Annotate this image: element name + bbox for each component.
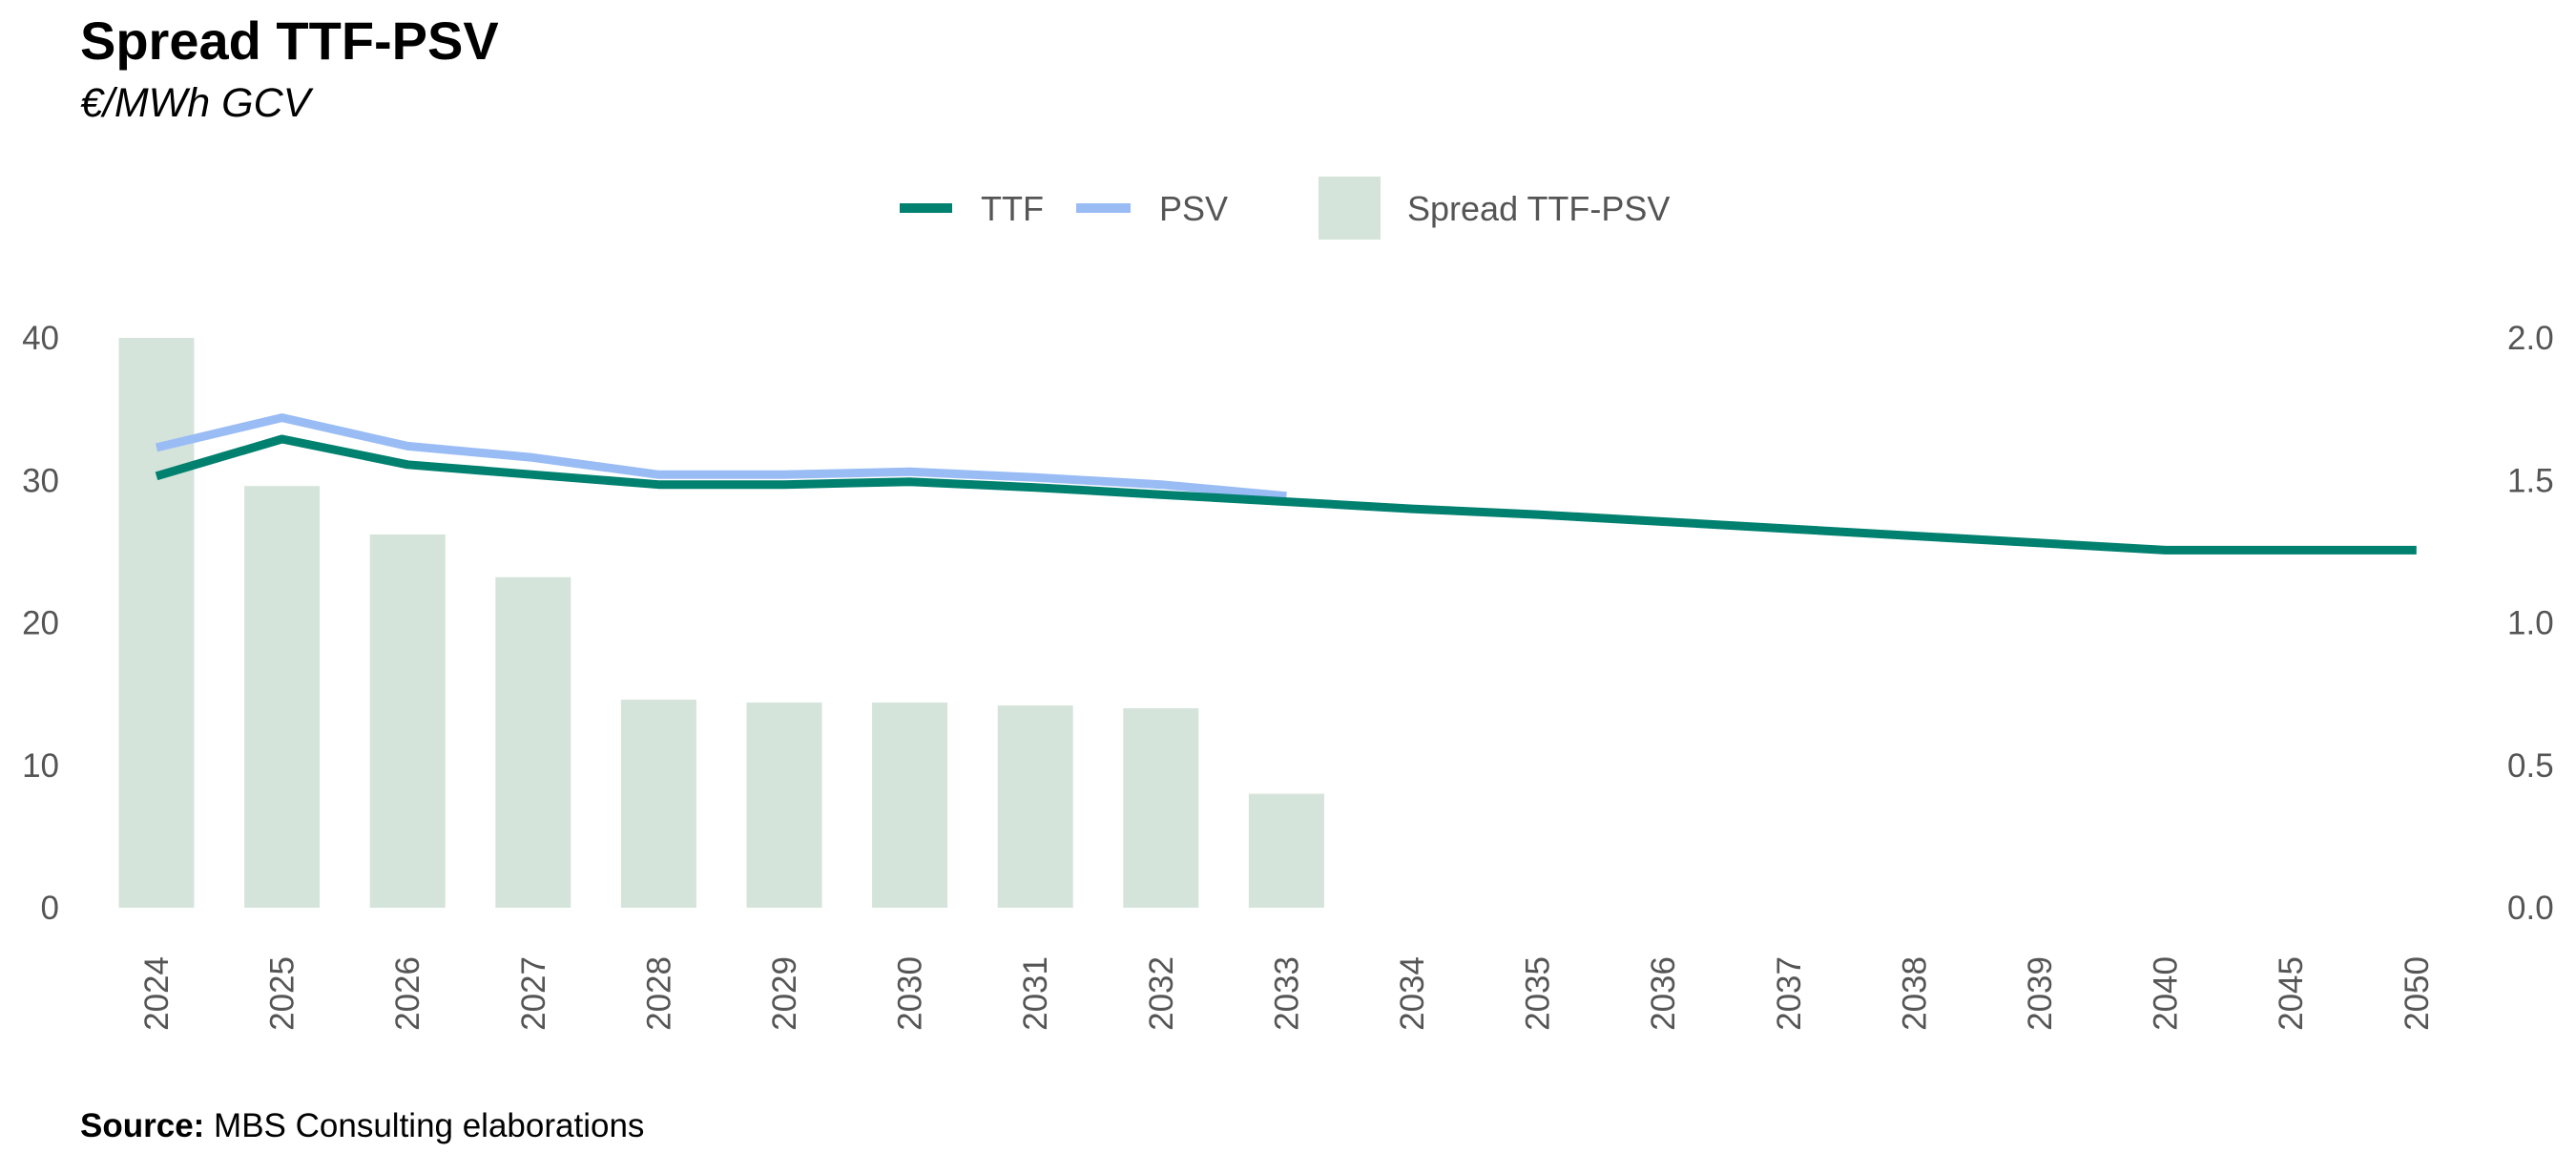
source-text: MBS Consulting elaborations (214, 1107, 645, 1144)
x-tick-label: 2028 (640, 956, 677, 1031)
source-note: Source: MBS Consulting elaborations (80, 1107, 644, 1145)
y-left-tick-label: 10 (22, 747, 59, 785)
spread-bar-2027 (495, 577, 571, 908)
y-right-tick-label: 0.5 (2507, 747, 2554, 785)
legend: TTF PSV Spread TTF-PSV (900, 177, 1670, 240)
legend-spread-swatch[interactable] (1319, 177, 1381, 240)
x-tick-label: 2032 (1143, 956, 1180, 1031)
x-tick-label: 2026 (389, 956, 426, 1031)
spread-bar-2031 (997, 705, 1073, 908)
psv-line (155, 413, 1287, 501)
x-tick-label: 2038 (1896, 956, 1933, 1031)
x-tick-label: 2039 (2022, 956, 2059, 1031)
y-axis-right: 0.0 0.5 1.0 1.5 2.0 (2507, 320, 2554, 927)
x-tick-label: 2031 (1017, 956, 1054, 1031)
y-right-tick-label: 1.5 (2507, 462, 2554, 499)
y-axis-left: 0 10 20 30 40 (22, 320, 59, 927)
spread-bar-2033 (1248, 793, 1324, 908)
x-tick-label: 2027 (515, 956, 552, 1031)
y-right-tick-label: 2.0 (2507, 320, 2554, 357)
x-tick-label: 2035 (1520, 956, 1557, 1031)
x-tick-label: 2033 (1268, 956, 1305, 1031)
x-tick-label: 2030 (892, 956, 929, 1031)
source-label: Source: (80, 1107, 205, 1144)
legend-spread-label[interactable]: Spread TTF-PSV (1407, 189, 1670, 228)
chart-title: Spread TTF-PSV (80, 10, 499, 71)
y-left-tick-label: 40 (22, 320, 59, 357)
spread-bar-2030 (872, 702, 948, 908)
chart-subtitle: €/MWh GCV (80, 80, 311, 126)
y-right-tick-label: 1.0 (2507, 605, 2554, 642)
x-tick-label: 2025 (264, 956, 301, 1031)
x-tick-label: 2029 (766, 956, 803, 1031)
y-left-tick-label: 20 (22, 605, 59, 642)
x-tick-label: 2037 (1771, 956, 1808, 1031)
x-tick-label: 2050 (2399, 956, 2436, 1031)
series-lines (155, 413, 2417, 555)
spread-bar-2032 (1123, 708, 1199, 908)
spread-bar-2025 (244, 486, 321, 908)
y-left-tick-label: 30 (22, 462, 59, 499)
x-tick-label: 2024 (138, 956, 176, 1031)
x-tick-label: 2034 (1394, 956, 1431, 1031)
x-tick-label: 2045 (2273, 956, 2310, 1031)
legend-ttf-label[interactable]: TTF (981, 189, 1044, 228)
spread-bar-2028 (620, 700, 696, 908)
x-axis: 2024 2025 2026 2027 2028 2029 2030 2031 2032 2033… (138, 956, 2436, 1031)
x-tick-label: 2036 (1645, 956, 1682, 1031)
spread-bars (118, 338, 1324, 908)
spread-bar-2024 (118, 338, 195, 908)
x-tick-label: 2040 (2148, 956, 2185, 1031)
spread-bar-2029 (746, 702, 822, 908)
spread-bar-2026 (369, 534, 446, 908)
legend-psv-label[interactable]: PSV (1159, 189, 1228, 228)
y-right-tick-label: 0.0 (2507, 890, 2554, 927)
ttf-line (155, 434, 2417, 555)
y-left-tick-label: 0 (41, 890, 59, 927)
